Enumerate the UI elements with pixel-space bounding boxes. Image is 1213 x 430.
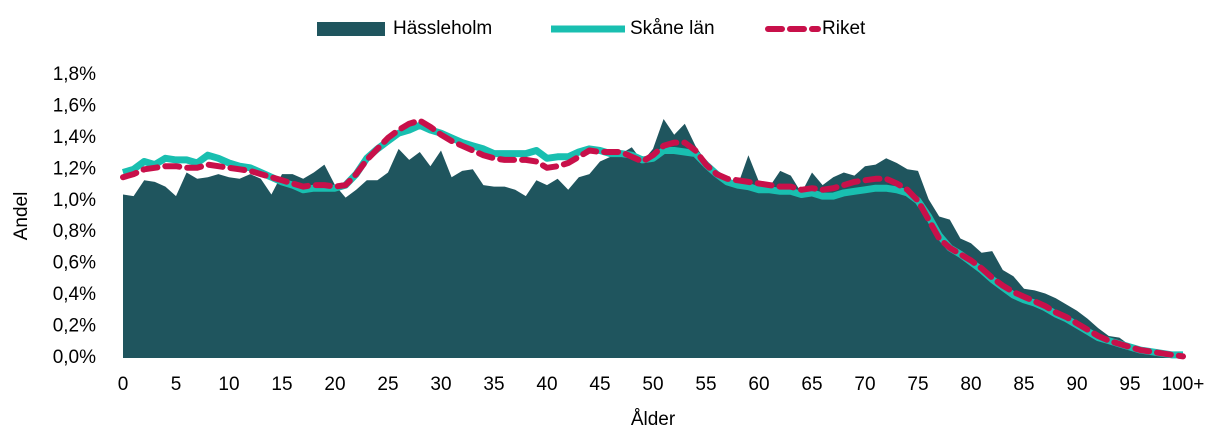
y-tick-label: 1,8% [53, 64, 96, 85]
y-tick-label: 0,6% [53, 253, 96, 274]
x-tick-label: 5 [171, 374, 182, 395]
x-tick-label: 90 [1066, 374, 1087, 395]
x-tick-label: 10 [218, 374, 239, 395]
y-axis-label: Andel [11, 192, 32, 241]
x-tick-label: 45 [589, 374, 610, 395]
x-tick-label: 70 [854, 374, 875, 395]
y-tick-label: 0,4% [53, 284, 96, 305]
x-tick-label: 85 [1013, 374, 1034, 395]
y-tick-label: 1,2% [53, 158, 96, 179]
line [120, 117, 1186, 360]
y-tick-label: 0,8% [53, 221, 96, 242]
x-axis-label: Ålder [631, 409, 676, 430]
x-tick-label: 15 [271, 374, 292, 395]
x-tick-label: 65 [801, 374, 822, 395]
x-tick-label: 100+ [1162, 374, 1205, 395]
y-tick-label: 0,0% [53, 347, 96, 368]
x-tick-label: 55 [695, 374, 716, 395]
y-tick-label: 1,4% [53, 127, 96, 148]
y-tick-label: 1,0% [53, 190, 96, 211]
y-tick-label: 1,6% [53, 95, 96, 116]
x-tick-label: 95 [1119, 374, 1140, 395]
x-tick-label: 35 [483, 374, 504, 395]
legend-swatch [317, 22, 385, 36]
x-tick-label: 60 [748, 374, 769, 395]
x-tick-label: 30 [430, 374, 451, 395]
x-tick-label: 50 [642, 374, 663, 395]
y-tick-label: 0,2% [53, 316, 96, 337]
x-tick-label: 20 [324, 374, 345, 395]
x-tick-label: 80 [960, 374, 981, 395]
x-tick-label: 40 [536, 374, 557, 395]
area [123, 119, 1183, 358]
x-tick-label: 0 [118, 374, 129, 395]
legend-label: Skåne län [630, 18, 715, 39]
x-tick-label: 75 [907, 374, 928, 395]
x-tick-label: 25 [377, 374, 398, 395]
legend-label: Riket [822, 18, 866, 39]
legend-label: Hässleholm [393, 18, 492, 39]
